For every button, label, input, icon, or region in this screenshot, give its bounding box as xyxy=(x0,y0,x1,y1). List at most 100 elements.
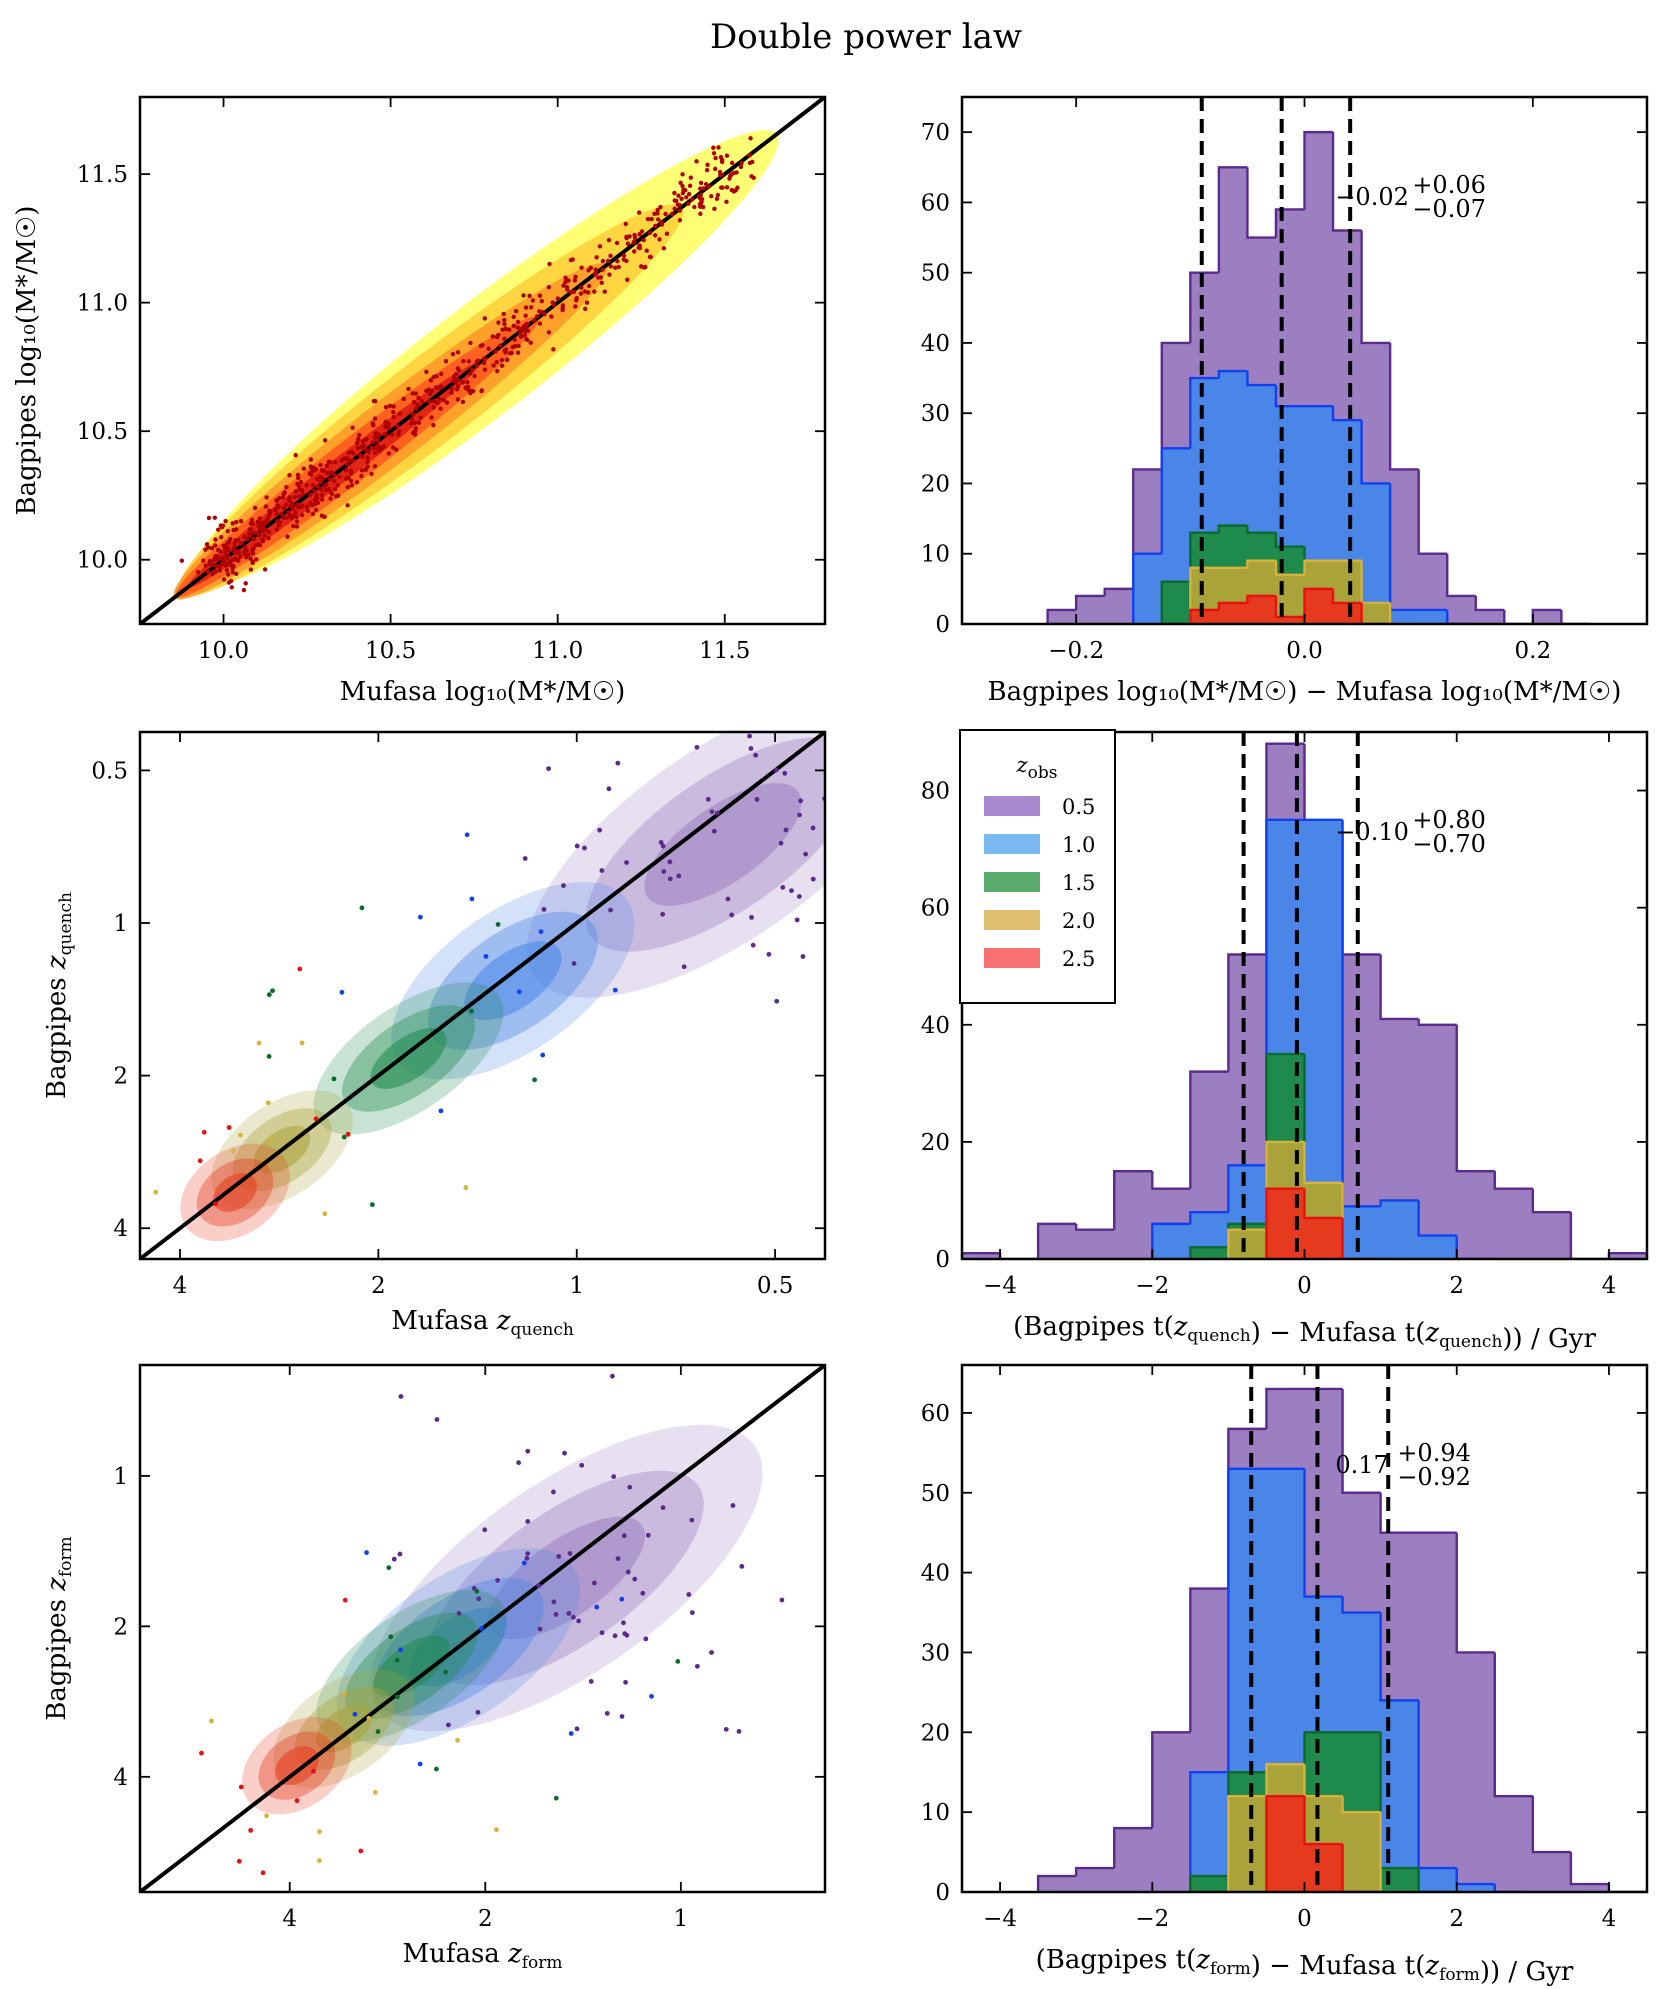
data-point xyxy=(179,558,185,563)
data-point xyxy=(613,265,618,270)
hist-outline-z0.5 xyxy=(1046,130,1590,624)
data-point xyxy=(713,155,718,161)
data-point xyxy=(281,505,286,511)
data-point xyxy=(277,520,283,525)
data-point-z2.5 xyxy=(345,1131,351,1137)
data-point xyxy=(203,547,208,552)
data-point xyxy=(313,507,319,513)
data-point xyxy=(450,351,456,357)
data-point xyxy=(680,190,686,196)
data-point-z1.5 xyxy=(553,1795,559,1801)
data-point xyxy=(326,487,332,492)
data-point xyxy=(568,290,573,295)
data-point-z0.5 xyxy=(456,1610,462,1616)
data-point xyxy=(672,190,677,196)
data-point xyxy=(315,484,321,489)
data-point-z0.5 xyxy=(610,1373,615,1379)
data-point xyxy=(672,198,677,203)
data-point-z1.5 xyxy=(270,988,275,994)
data-point-z0.5 xyxy=(591,1580,597,1586)
data-point xyxy=(482,367,488,372)
data-point-z2.5 xyxy=(236,1858,242,1864)
data-point xyxy=(625,277,630,283)
quench-hist-x-tick-label: −2 xyxy=(1135,1273,1169,1299)
hist-bar-z0.5 xyxy=(1418,1532,1458,1892)
data-point xyxy=(329,491,335,496)
data-point xyxy=(539,298,544,304)
data-point xyxy=(653,223,658,229)
data-point-z0.5 xyxy=(574,843,580,849)
form-scatter-y-tick-label: 4 xyxy=(113,1765,128,1791)
data-point-z0.5 xyxy=(810,876,816,882)
data-point xyxy=(294,519,300,524)
data-point xyxy=(592,289,597,294)
data-point xyxy=(216,548,221,553)
data-point-z1.0 xyxy=(594,1604,600,1610)
data-point xyxy=(534,314,540,319)
form-hist-x-tick-label: 0 xyxy=(1297,1906,1312,1932)
data-point-z0.5 xyxy=(553,1612,559,1617)
data-point xyxy=(573,298,579,303)
data-point-z0.5 xyxy=(556,1554,562,1559)
data-point-z0.5 xyxy=(796,894,802,899)
data-point xyxy=(657,237,662,242)
data-point xyxy=(528,305,534,310)
hist-bar-z1.0 xyxy=(1133,553,1163,624)
data-point xyxy=(253,543,258,548)
legend-swatch-z1.5 xyxy=(984,872,1040,892)
data-point xyxy=(250,521,256,527)
data-point-z0.5 xyxy=(750,942,756,948)
quench-hist-y-tick-label: 40 xyxy=(921,1013,950,1039)
data-point-z0.5 xyxy=(857,874,862,879)
data-point-z0.5 xyxy=(780,885,786,890)
quench-scatter-x-tick-label: 4 xyxy=(173,1273,188,1299)
data-point-z1.5 xyxy=(394,1657,400,1663)
data-point xyxy=(284,515,290,521)
density-contour-z0.5 xyxy=(488,1516,645,1640)
legend-swatch-z0.5 xyxy=(984,796,1040,816)
data-point xyxy=(363,447,369,453)
data-point xyxy=(621,253,627,258)
data-point-z0.5 xyxy=(619,1714,625,1719)
mass-hist-xlabel: Bagpipes log₁₀(M*/M☉) − Mufasa log₁₀(M*/… xyxy=(988,677,1622,707)
data-point xyxy=(584,300,590,305)
data-point-z1.5 xyxy=(369,1202,375,1208)
data-point xyxy=(415,403,420,408)
quench-scatter-x-tick-label: 0.5 xyxy=(757,1273,794,1299)
data-point xyxy=(310,483,316,488)
data-point xyxy=(598,275,603,280)
data-point xyxy=(503,347,509,352)
data-point xyxy=(515,319,521,325)
data-point xyxy=(555,296,561,301)
data-point-z0.5 xyxy=(753,752,759,758)
data-point xyxy=(261,520,267,526)
data-point xyxy=(368,445,374,450)
data-point xyxy=(255,519,260,524)
data-point-z0.5 xyxy=(476,1596,482,1602)
quench-hist-xlabel: (Bagpipes t(zquench) − Mufasa t(zquench)… xyxy=(1013,1312,1596,1354)
data-point-z2.5 xyxy=(226,1125,232,1130)
data-point-z0.5 xyxy=(495,1578,500,1583)
data-point xyxy=(225,528,230,534)
data-point-z1.0 xyxy=(479,1625,484,1631)
data-point xyxy=(332,472,337,478)
data-point xyxy=(319,497,325,502)
data-point-z2.5 xyxy=(59,1107,64,1112)
data-point xyxy=(441,397,446,403)
data-point-z2.5 xyxy=(342,1597,348,1603)
data-point xyxy=(391,404,396,409)
median-annotation: −0.10 xyxy=(1335,818,1409,846)
data-point xyxy=(203,563,208,568)
data-point xyxy=(460,399,466,405)
data-point xyxy=(499,363,505,368)
hist-body xyxy=(1036,1365,1647,1892)
data-point xyxy=(546,330,552,335)
hist-outline-z1.5 xyxy=(1189,1052,1381,1259)
data-point xyxy=(677,208,682,213)
data-point xyxy=(680,184,685,189)
data-point-z2.5 xyxy=(297,966,303,972)
hist-bar-z2.5 xyxy=(1304,1218,1344,1259)
data-point xyxy=(624,234,629,240)
data-point xyxy=(273,507,278,513)
data-point-z1.0 xyxy=(521,1560,527,1566)
